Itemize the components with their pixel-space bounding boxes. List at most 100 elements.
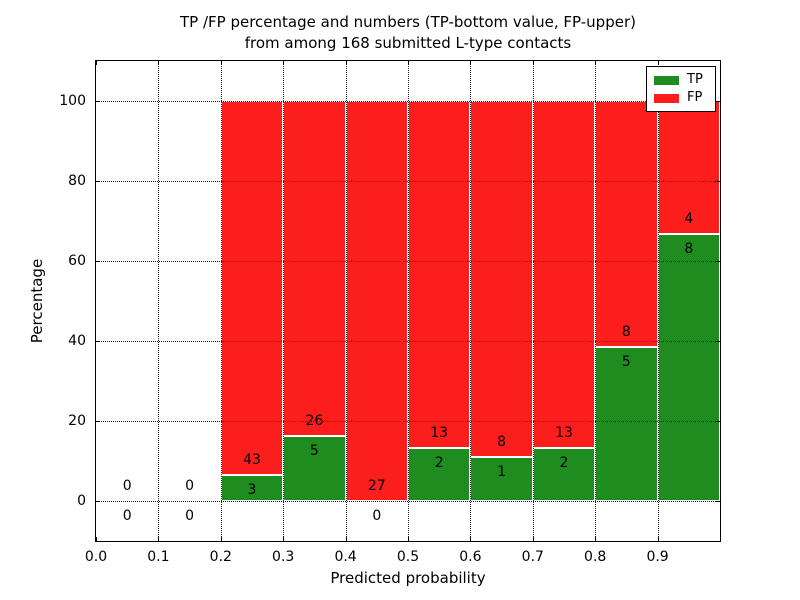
- chart-title-line1: TP /FP percentage and numbers (TP-bottom…: [180, 13, 636, 31]
- y-tick-mark: [96, 181, 100, 182]
- x-tick-mark: [532, 537, 534, 541]
- y-tick-mark: [716, 181, 720, 182]
- x-tick-label: 0.5: [396, 549, 420, 565]
- bar-segment-fp: [283, 101, 346, 437]
- vertical-gridline: [657, 61, 659, 541]
- x-tick-label: 0.3: [272, 549, 295, 565]
- x-tick-label: 0.7: [521, 549, 544, 565]
- y-tick-mark: [716, 101, 720, 102]
- vertical-gridline: [158, 61, 160, 541]
- vertical-gridline: [470, 61, 472, 541]
- x-axis-label: Predicted probability: [330, 569, 486, 587]
- y-tick-label: 80: [68, 173, 86, 189]
- fp-count-label: 8: [497, 433, 507, 450]
- x-tick-label: 0.0: [84, 549, 108, 565]
- tp-count-label: 8: [684, 241, 694, 258]
- y-tick-mark: [96, 101, 100, 102]
- x-tick-mark: [657, 537, 659, 541]
- fp-count-label: 8: [621, 324, 631, 341]
- y-tick-mark: [716, 261, 720, 262]
- fp-count-label: 13: [555, 424, 573, 441]
- tp-count-label: 2: [559, 454, 569, 471]
- vertical-gridline: [220, 61, 222, 541]
- tp-count-label: 5: [621, 354, 631, 371]
- fp-color-swatch: [654, 93, 679, 103]
- x-tick-mark: [595, 61, 597, 65]
- y-tick-label: 0: [77, 493, 86, 509]
- fp-count-label: 4: [684, 211, 694, 228]
- tp-count-label: 0: [372, 508, 382, 524]
- x-tick-mark: [96, 61, 97, 65]
- x-tick-label: 0.2: [209, 549, 232, 565]
- x-tick-mark: [408, 61, 409, 65]
- bar-segment-tp: [470, 456, 533, 501]
- x-tick-mark: [158, 61, 160, 65]
- x-tick-mark: [470, 61, 472, 65]
- legend-label-fp: FP: [687, 90, 703, 105]
- fp-count-label: 26: [305, 413, 324, 430]
- x-tick-label: 0.8: [584, 549, 607, 565]
- vertical-gridline: [595, 61, 597, 541]
- x-tick-mark: [657, 61, 659, 65]
- y-tick-mark: [716, 501, 720, 502]
- x-tick-mark: [220, 61, 222, 65]
- y-tick-label: 20: [68, 413, 86, 429]
- tp-count-label: 3: [247, 481, 257, 498]
- x-tick-mark: [345, 61, 347, 65]
- fp-count-label: 43: [243, 451, 261, 468]
- vertical-gridline: [283, 61, 285, 541]
- vertical-gridline: [345, 61, 347, 541]
- tp-count-label: 1: [497, 463, 507, 480]
- x-tick-mark: [158, 537, 160, 541]
- x-tick-mark: [96, 537, 97, 541]
- x-tick-mark: [283, 61, 285, 65]
- legend-item-fp: FP: [654, 91, 708, 105]
- legend: TP FP: [646, 66, 716, 112]
- tp-count-label: 0: [185, 508, 195, 524]
- x-tick-label: 0.1: [147, 549, 170, 565]
- bar-segment-fp: [532, 101, 596, 448]
- y-tick-mark: [96, 421, 100, 422]
- bar-segment-tp: [595, 347, 658, 501]
- chart-title: TP /FP percentage and numbers (TP-bottom…: [96, 12, 720, 54]
- bar-segment-fp: [470, 101, 533, 457]
- x-tick-label: 0.4: [334, 549, 357, 565]
- y-tick-mark: [96, 341, 100, 342]
- x-tick-mark: [408, 537, 409, 541]
- x-tick-mark: [283, 537, 285, 541]
- y-tick-mark: [96, 501, 100, 502]
- fp-count-label: 13: [430, 424, 449, 441]
- bar-segment-tp: [283, 436, 346, 501]
- x-tick-mark: [220, 537, 222, 541]
- tp-count-label: 5: [309, 443, 319, 460]
- tp-count-label: 0: [122, 508, 132, 524]
- chart-title-line2: from among 168 submitted L-type contacts: [244, 34, 572, 52]
- bar-segment-fp: [220, 101, 284, 475]
- x-tick-label: 0.6: [459, 549, 482, 565]
- vertical-gridline: [532, 61, 534, 541]
- x-tick-mark: [532, 61, 534, 65]
- x-tick-label: 0.9: [646, 549, 669, 565]
- tp-color-swatch: [654, 75, 679, 85]
- bar-segment-fp: [345, 101, 408, 501]
- y-tick-mark: [716, 341, 720, 342]
- bar-segment-fp: [408, 101, 471, 448]
- legend-item-tp: TP: [654, 73, 708, 87]
- fp-count-label: 0: [122, 478, 132, 494]
- x-tick-mark: [345, 537, 347, 541]
- plot-area: 0 0 0 0 43 3 26 5 27 0 13 2 8 1 13 2 8 5 4 8: [95, 60, 721, 542]
- tp-count-label: 2: [434, 454, 444, 471]
- x-tick-mark: [595, 537, 597, 541]
- y-tick-label: 40: [68, 333, 86, 349]
- vertical-gridline: [408, 61, 409, 541]
- y-tick-mark: [716, 421, 720, 422]
- legend-label-tp: TP: [687, 72, 703, 87]
- y-tick-mark: [96, 261, 100, 262]
- y-tick-label: 60: [68, 253, 86, 269]
- fp-count-label: 27: [367, 478, 386, 494]
- fp-count-label: 0: [185, 478, 195, 494]
- bar-segment-tp: [220, 474, 284, 501]
- y-axis-label: Percentage: [28, 258, 46, 344]
- bar-segment-fp: [595, 101, 658, 348]
